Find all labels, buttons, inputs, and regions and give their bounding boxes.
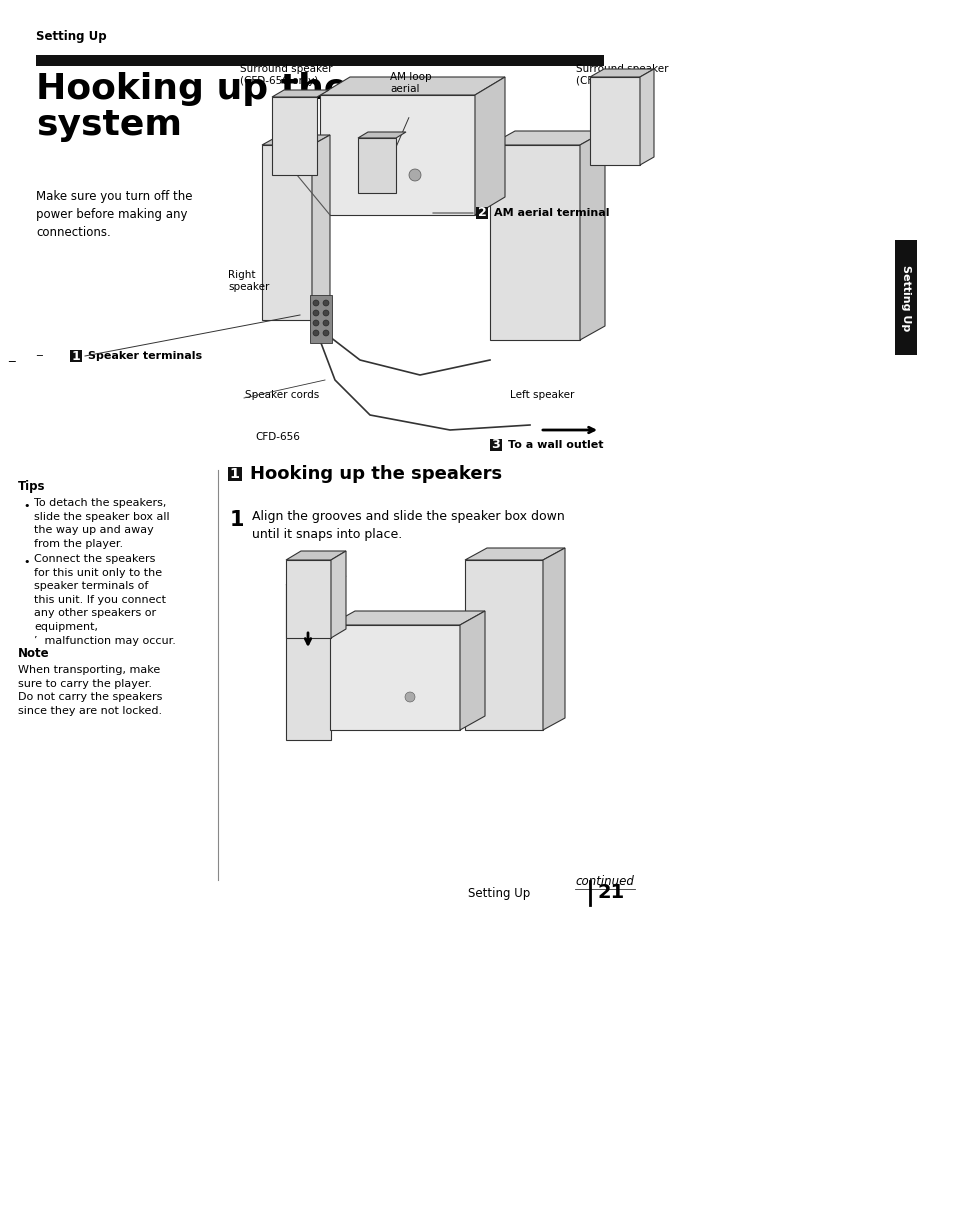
Text: Surround speaker
(CFD-656 only): Surround speaker (CFD-656 only) [576,63,668,87]
Polygon shape [319,77,504,95]
Polygon shape [490,145,579,340]
Bar [335,160,455,172]
Text: ─: ─ [36,351,42,361]
Text: ─: ─ [8,356,14,366]
Circle shape [323,300,329,306]
Text: Connect the speakers
for this unit only to the
speaker terminals of
this unit. I: Connect the speakers for this unit only … [34,554,175,645]
Circle shape [313,320,318,326]
Polygon shape [490,131,604,145]
Bar [476,207,487,218]
Polygon shape [579,131,604,340]
Text: Hooking up the speakers: Hooking up the speakers [250,465,501,483]
Text: 1: 1 [71,349,80,362]
Text: CFD-656: CFD-656 [254,432,299,442]
Text: Note: Note [18,647,50,660]
Text: Setting Up: Setting Up [467,887,530,899]
Polygon shape [464,560,542,730]
Bar [894,240,916,355]
Polygon shape [272,90,329,98]
Circle shape [323,320,329,326]
Text: To a wall outlet: To a wall outlet [507,440,603,450]
Bar [228,467,241,481]
Circle shape [409,170,420,181]
Text: 1: 1 [230,510,244,529]
Text: To detach the speakers,
slide the speaker box all
the way up and away
from the p: To detach the speakers, slide the speake… [34,498,170,549]
Text: AM aerial terminal: AM aerial terminal [494,207,609,218]
Bar [490,439,501,451]
Text: Tips: Tips [18,479,46,493]
Text: •: • [23,501,30,511]
Circle shape [323,329,329,336]
Text: Setting Up: Setting Up [900,265,910,331]
Bar [335,120,385,131]
Polygon shape [459,611,484,730]
Polygon shape [286,576,346,586]
Polygon shape [357,132,406,138]
Text: Speaker terminals: Speaker terminals [88,351,202,361]
Text: AM loop
aerial: AM loop aerial [390,72,431,94]
Polygon shape [464,548,564,560]
Polygon shape [357,138,395,193]
Bar [70,350,82,362]
Polygon shape [330,625,459,730]
Polygon shape [331,551,346,638]
Text: Surround speaker
(CFD-656 only): Surround speaker (CFD-656 only) [240,63,333,87]
Polygon shape [272,98,316,174]
Polygon shape [286,560,331,638]
Text: Align the grooves and slide the speaker box down
until it snaps into place.: Align the grooves and slide the speaker … [252,510,564,540]
Bar [310,295,332,343]
Text: When transporting, make
sure to carry the player.
Do not carry the speakers
sinc: When transporting, make sure to carry th… [18,665,162,716]
Polygon shape [542,548,564,730]
Polygon shape [589,77,639,165]
Text: Left speaker: Left speaker [510,390,574,400]
Circle shape [323,310,329,316]
Polygon shape [262,145,312,320]
Polygon shape [319,95,475,215]
Text: •: • [23,558,30,567]
Circle shape [313,310,318,316]
Text: 21: 21 [598,883,624,903]
Polygon shape [639,70,654,165]
Polygon shape [262,135,330,145]
Text: Right
speaker: Right speaker [228,270,269,293]
Bar [335,140,415,154]
Polygon shape [589,70,654,77]
Text: Speaker cords: Speaker cords [245,390,319,400]
Text: 1: 1 [230,467,239,481]
Bar [341,684,441,695]
Circle shape [405,692,415,701]
Polygon shape [286,551,346,560]
Bar [341,651,384,661]
Text: Make sure you turn off the
power before making any
connections.: Make sure you turn off the power before … [36,190,193,239]
Bar [36,55,603,66]
Circle shape [313,329,318,336]
Polygon shape [286,586,331,741]
Text: 2: 2 [477,206,486,220]
Polygon shape [330,611,484,625]
Text: system: system [36,109,182,142]
Bar [341,670,407,682]
Text: Hooking up the: Hooking up the [36,72,348,106]
Text: Setting Up: Setting Up [36,30,107,43]
Circle shape [313,300,318,306]
Text: 3: 3 [491,438,499,451]
Polygon shape [475,77,504,215]
Text: continued: continued [575,875,633,888]
Polygon shape [312,135,330,320]
